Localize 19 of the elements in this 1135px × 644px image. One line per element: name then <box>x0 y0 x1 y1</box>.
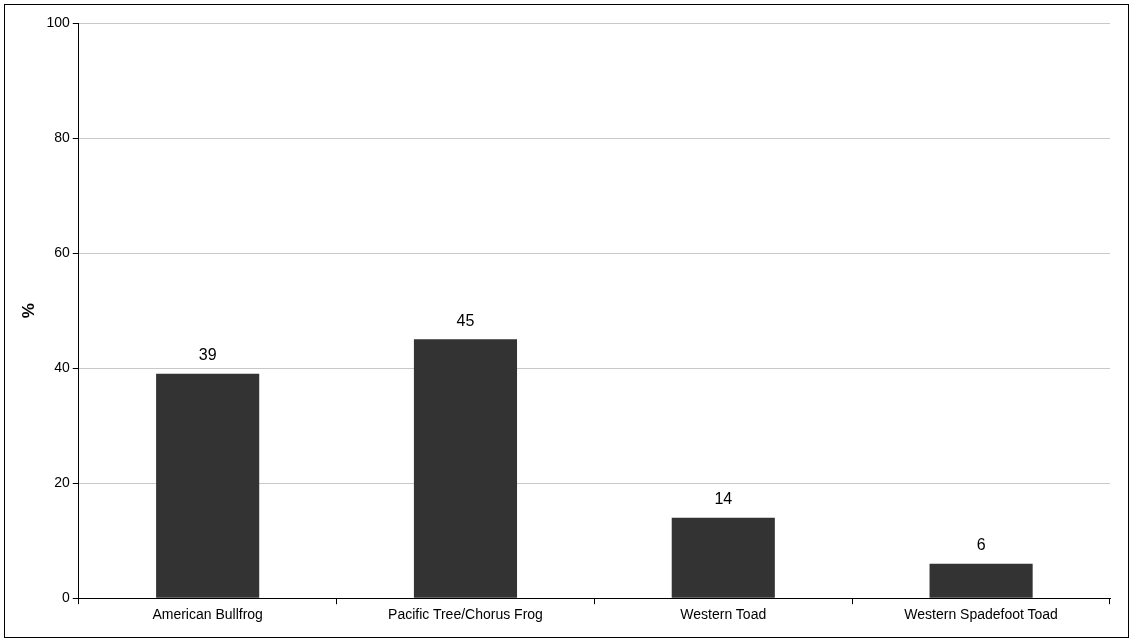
bar <box>156 373 260 598</box>
x-tick-label: American Bullfrog <box>152 606 263 623</box>
y-tick-label: 40 <box>54 358 70 375</box>
bar <box>929 563 1033 598</box>
y-axis-title: % <box>18 303 38 319</box>
data-label: 45 <box>456 311 475 329</box>
data-label: 39 <box>198 346 217 364</box>
y-tick-label: 60 <box>54 243 70 260</box>
x-tick-label: Western Toad <box>680 606 767 623</box>
y-tick-label: 20 <box>54 474 70 491</box>
x-tick-label: Pacific Tree/Chorus Frog <box>388 606 543 623</box>
data-label: 14 <box>714 490 733 508</box>
data-label: 6 <box>976 536 986 554</box>
x-tick-label: Western Spadefoot Toad <box>904 606 1058 623</box>
y-tick-label: 0 <box>61 589 70 606</box>
bar <box>413 339 518 598</box>
y-tick-label: 80 <box>54 128 70 145</box>
y-tick-label: 100 <box>46 13 70 30</box>
bar <box>671 517 775 598</box>
